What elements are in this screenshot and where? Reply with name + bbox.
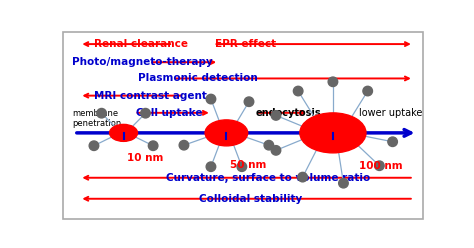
Ellipse shape xyxy=(293,86,303,96)
Ellipse shape xyxy=(141,108,150,118)
Ellipse shape xyxy=(374,161,384,170)
Text: Renal clearance: Renal clearance xyxy=(94,39,188,49)
Ellipse shape xyxy=(244,97,254,106)
Ellipse shape xyxy=(264,140,273,150)
Ellipse shape xyxy=(339,179,348,188)
Text: Plasmonic detection: Plasmonic detection xyxy=(138,73,258,84)
Text: MRI contrast agent: MRI contrast agent xyxy=(94,91,207,101)
Text: membrane
penetration: membrane penetration xyxy=(72,109,121,128)
Text: 50 nm: 50 nm xyxy=(230,160,266,170)
Text: Colloidal stability: Colloidal stability xyxy=(199,194,302,204)
Ellipse shape xyxy=(300,113,366,153)
Text: 10 nm: 10 nm xyxy=(127,153,164,163)
Text: Curvature, surface to volume ratio: Curvature, surface to volume ratio xyxy=(166,173,370,183)
Text: Cell uptake: Cell uptake xyxy=(137,108,203,118)
Ellipse shape xyxy=(97,108,106,118)
Text: lower uptake: lower uptake xyxy=(359,108,422,118)
Ellipse shape xyxy=(271,146,281,155)
Ellipse shape xyxy=(206,162,216,171)
Ellipse shape xyxy=(109,124,137,141)
Ellipse shape xyxy=(388,137,397,147)
Ellipse shape xyxy=(237,162,246,171)
Text: 100 nm: 100 nm xyxy=(359,160,402,171)
Ellipse shape xyxy=(363,86,373,96)
Text: EPR effect: EPR effect xyxy=(215,39,276,49)
Ellipse shape xyxy=(328,77,337,87)
Text: Photo/magneto-therapy: Photo/magneto-therapy xyxy=(72,57,213,67)
Ellipse shape xyxy=(205,120,248,146)
Ellipse shape xyxy=(206,94,216,104)
Ellipse shape xyxy=(271,111,281,120)
Ellipse shape xyxy=(298,172,308,182)
Ellipse shape xyxy=(148,141,158,151)
Text: endocytosis: endocytosis xyxy=(256,108,321,118)
Ellipse shape xyxy=(89,141,99,151)
FancyBboxPatch shape xyxy=(63,32,423,219)
Ellipse shape xyxy=(179,140,189,150)
